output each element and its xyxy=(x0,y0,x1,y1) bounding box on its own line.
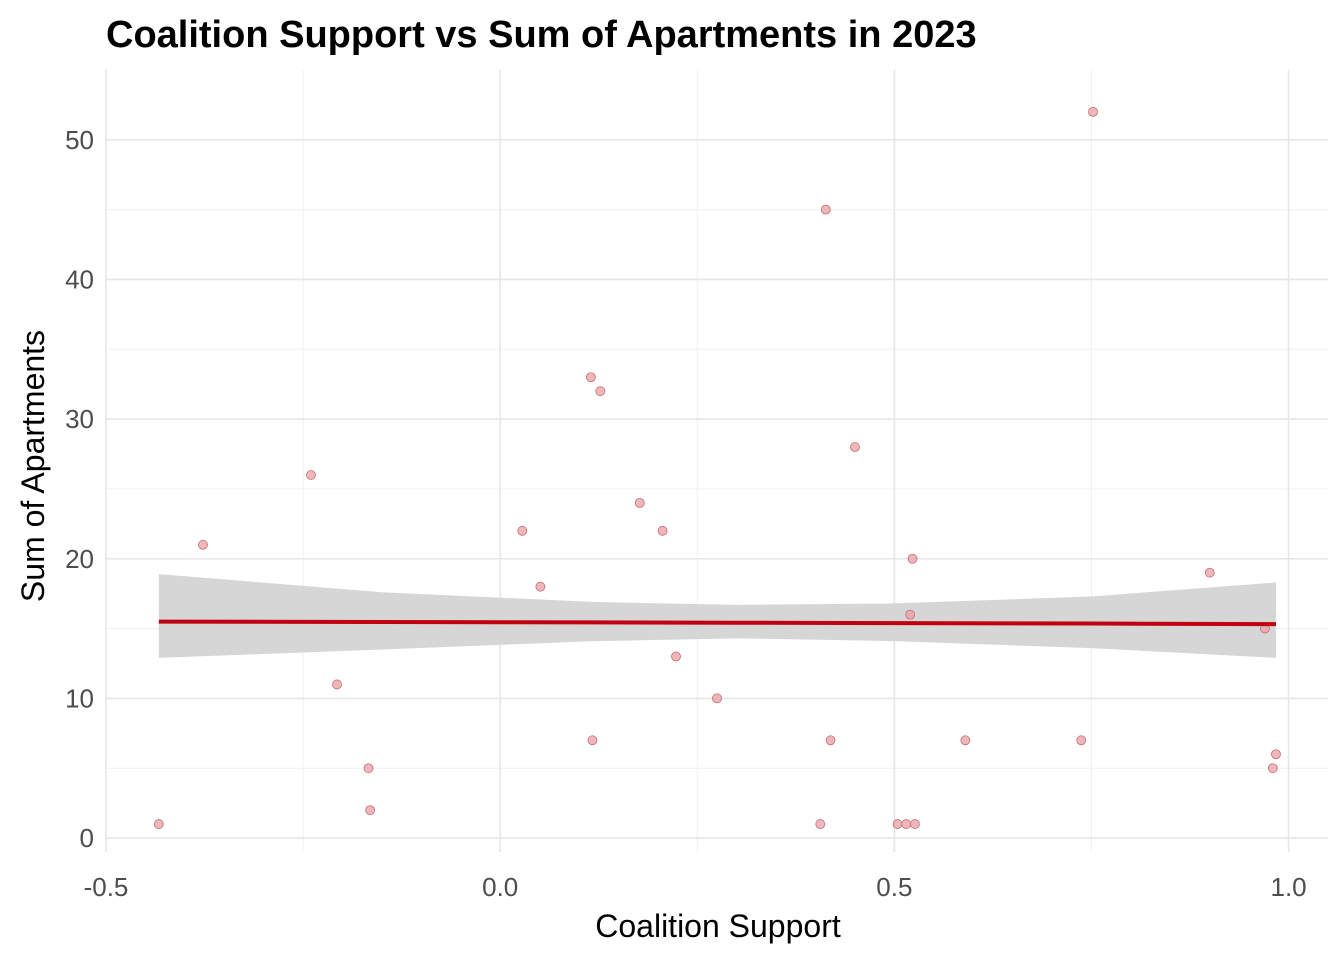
x-axis-ticks: -0.5 0.0 0.5 1.0 xyxy=(84,872,1307,902)
data-point xyxy=(815,819,826,829)
y-axis-ticks: 0 10 20 30 40 50 xyxy=(65,125,94,853)
x-tick-label: -0.5 xyxy=(84,872,129,902)
data-point xyxy=(1088,106,1098,117)
data-point xyxy=(306,470,316,480)
data-point xyxy=(825,735,836,746)
data-point xyxy=(960,735,971,746)
y-tick-label: 30 xyxy=(65,404,94,434)
y-tick-label: 20 xyxy=(65,544,94,574)
x-tick-label: 0.5 xyxy=(876,872,912,902)
data-point xyxy=(820,204,831,215)
data-point xyxy=(905,609,916,620)
data-point xyxy=(1271,749,1281,760)
grid-lines xyxy=(105,70,1328,852)
data-point xyxy=(587,735,598,746)
data-point xyxy=(634,497,645,508)
data-point xyxy=(1204,567,1215,578)
data-point xyxy=(712,693,722,704)
data-point xyxy=(365,805,376,816)
data-point xyxy=(1267,763,1278,774)
data-point xyxy=(657,525,668,536)
data-point xyxy=(198,539,208,550)
data-point xyxy=(535,581,546,592)
x-tick-label: 1.0 xyxy=(1271,872,1307,902)
confidence-band-layer xyxy=(158,574,1276,658)
trend-line xyxy=(158,619,1276,627)
y-tick-label: 50 xyxy=(65,125,94,155)
points-layer xyxy=(153,106,1281,829)
x-tick-label: 0.0 xyxy=(482,872,518,902)
data-point xyxy=(517,525,528,536)
data-point xyxy=(332,679,342,690)
y-tick-label: 0 xyxy=(80,823,94,853)
data-point xyxy=(1076,735,1087,746)
y-axis-title: Sum of Apartments xyxy=(15,330,51,602)
trend-line-layer xyxy=(158,619,1276,627)
x-axis-title: Coalition Support xyxy=(595,908,841,944)
data-point xyxy=(153,819,164,829)
confidence-band xyxy=(158,574,1276,658)
data-point xyxy=(363,763,374,774)
data-point xyxy=(671,651,681,662)
data-point xyxy=(850,442,860,452)
data-point xyxy=(901,819,912,829)
y-tick-label: 10 xyxy=(65,683,94,713)
data-point xyxy=(909,819,920,829)
chart-title: Coalition Support vs Sum of Apartments i… xyxy=(106,14,977,56)
data-point xyxy=(907,553,918,564)
data-point xyxy=(595,386,606,397)
y-tick-label: 40 xyxy=(65,264,94,294)
data-point xyxy=(585,372,596,383)
data-point xyxy=(892,819,903,829)
